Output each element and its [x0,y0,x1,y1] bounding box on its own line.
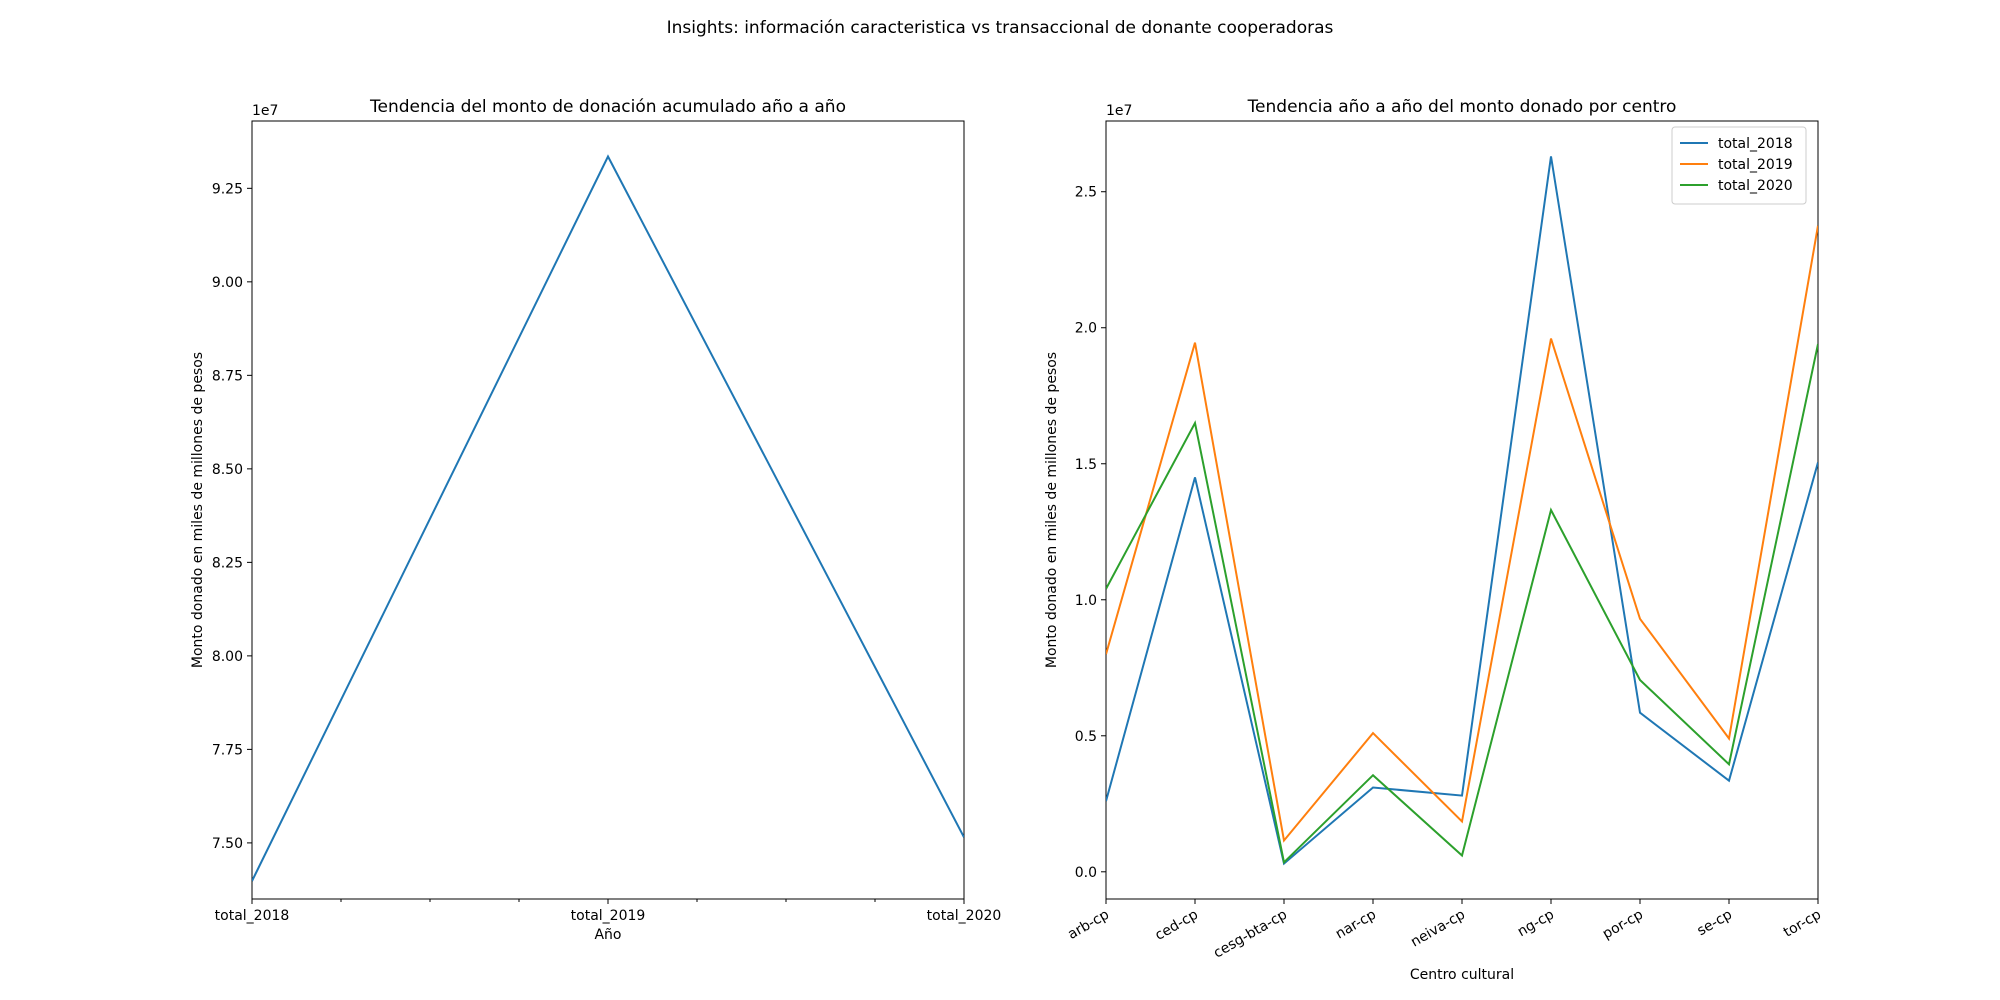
subplot-title: Tendencia del monto de donación acumulad… [369,97,846,117]
y-tick-label: 8.75 [212,368,243,384]
x-tick-label: se-cp [1694,907,1735,940]
y-tick-label: 7.50 [212,836,243,852]
y-axis-label: Monto donado en miles de millones de pes… [1044,352,1060,668]
y-tick-label: 1.5 [1075,457,1097,473]
x-tick-label: ced-cp [1152,907,1201,944]
y-offset-label: 1e7 [252,103,278,119]
x-axis-label: Centro cultural [1410,967,1514,983]
y-tick-label: 9.00 [212,275,243,291]
series-line-total_2018 [1106,156,1818,866]
subplot-title: Tendencia año a año del monto donado por… [1247,97,1677,117]
x-axis-label: Año [594,927,621,943]
x-tick-label: ng-cp [1515,907,1557,941]
x-tick-label: por-cp [1600,907,1646,943]
x-tick-label: total_2019 [571,908,646,924]
y-tick-label: 7.75 [212,742,243,758]
y-tick-label: 2.5 [1075,185,1097,201]
legend-label: total_2019 [1718,157,1793,173]
chart-by-center-trend: Tendencia año a año del monto donado por… [1044,97,1824,983]
figure-title: Insights: información caracteristica vs … [667,18,1334,38]
y-tick-label: 2.0 [1075,321,1097,337]
legend-label: total_2020 [1718,178,1793,194]
y-tick-label: 8.25 [212,555,243,571]
x-tick-label: cesg-bta-cp [1211,907,1290,962]
x-tick-label: arb-cp [1065,907,1112,943]
axes-frame [251,120,965,900]
y-tick-label: 0.0 [1075,865,1097,881]
y-tick-label: 9.25 [212,181,243,197]
x-tick-label: tor-cp [1781,907,1824,941]
y-tick-label: 8.50 [212,462,243,478]
y-tick-label: 0.5 [1075,729,1097,745]
x-tick-label: total_2020 [927,908,1002,924]
y-tick-label: 1.0 [1075,593,1097,609]
series-line-total_2020 [1106,343,1818,865]
x-tick-label: total_2018 [215,908,290,924]
y-offset-label: 1e7 [1106,103,1132,119]
x-tick-label: nar-cp [1333,907,1379,943]
legend-label: total_2018 [1718,136,1793,152]
chart-cumulative-trend: Tendencia del monto de donación acumulad… [190,97,1001,943]
series-line-total_2019 [1106,225,1818,843]
y-axis-label: Monto donado en miles de millones de pes… [190,352,206,668]
y-tick-label: 8.00 [212,649,243,665]
legend: total_2018 total_2019 total_2020 [1671,126,1807,205]
x-tick-label: neiva-cp [1408,907,1468,951]
series-line-total [252,154,964,882]
